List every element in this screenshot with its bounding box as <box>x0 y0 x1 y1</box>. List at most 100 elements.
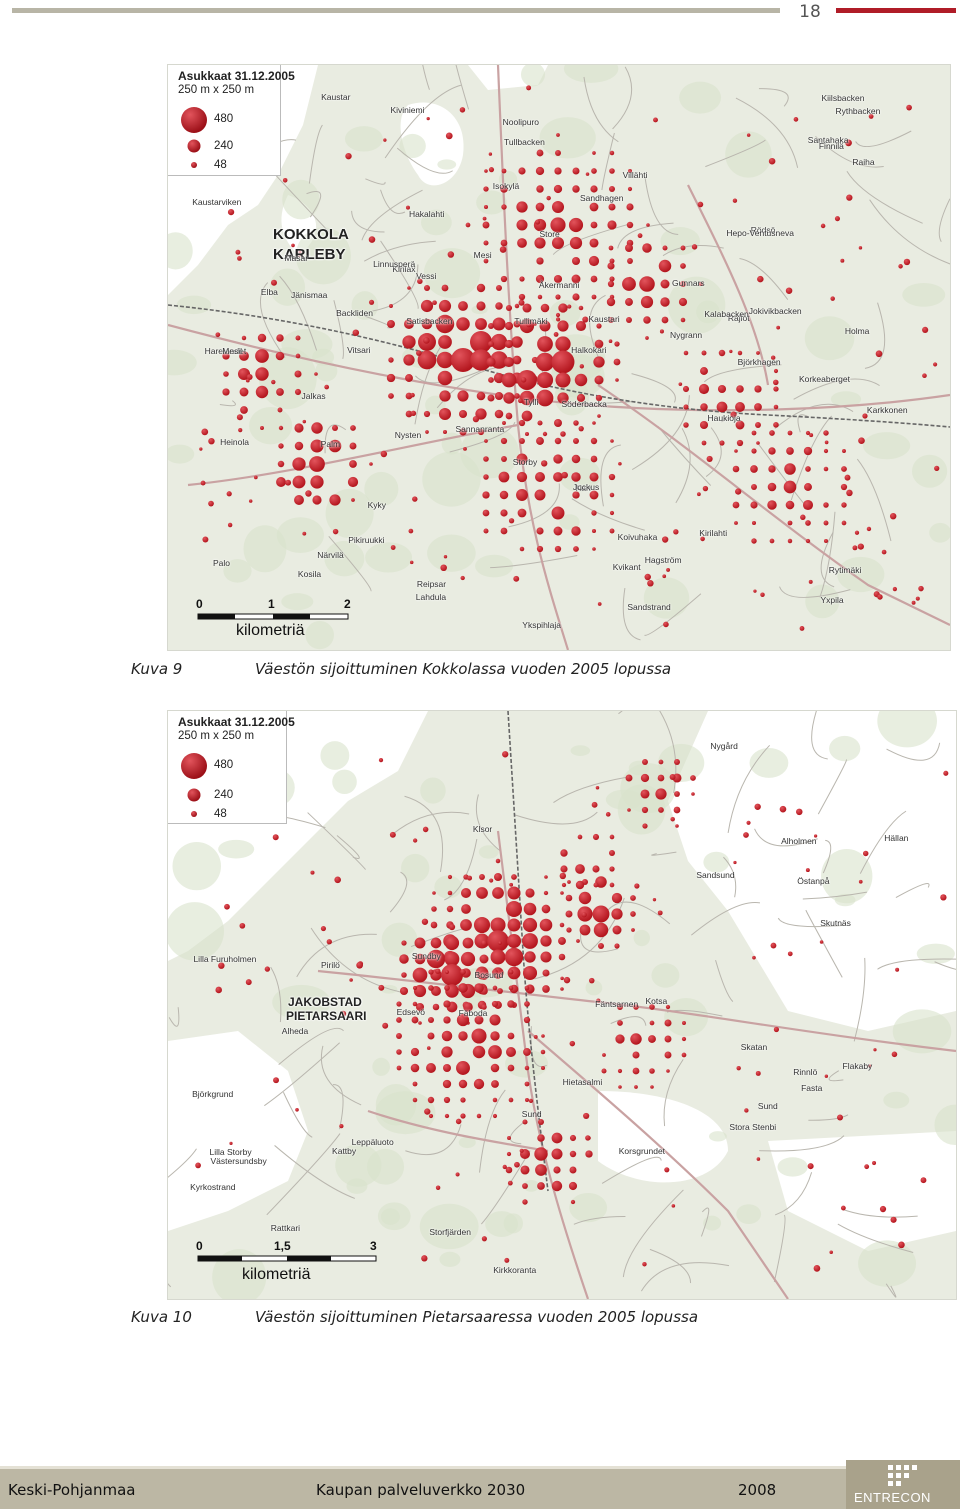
population-dot <box>607 280 615 288</box>
population-dot <box>829 1250 833 1255</box>
population-dot <box>537 1134 545 1142</box>
population-dot <box>524 1065 530 1071</box>
population-dot <box>809 433 814 438</box>
place-label: Kiviniemi <box>390 104 425 115</box>
minor-road <box>328 535 372 592</box>
population-dot <box>222 388 230 396</box>
main-road <box>687 184 770 386</box>
forest-patch <box>420 777 446 804</box>
population-dot <box>431 906 437 912</box>
population-dot <box>534 489 546 501</box>
forest-patch <box>295 227 351 285</box>
forest-patch <box>664 997 709 1037</box>
minor-road <box>779 586 851 598</box>
population-dot <box>270 279 277 286</box>
population-dot <box>592 421 596 425</box>
population-dot <box>543 890 549 896</box>
population-dot <box>773 368 779 374</box>
place-label: Lahdula <box>415 591 447 602</box>
minor-road <box>877 958 956 970</box>
population-dot <box>585 1150 593 1158</box>
place-label: Fasta <box>801 1082 823 1093</box>
population-dot <box>497 988 503 994</box>
population-dot <box>486 357 496 367</box>
population-dot <box>311 422 323 434</box>
place-label: Rajlot <box>727 312 750 323</box>
population-dot <box>773 379 779 386</box>
population-dot <box>520 1165 530 1175</box>
population-dot <box>697 201 704 208</box>
minor-road <box>392 811 470 835</box>
population-dot <box>240 406 248 414</box>
population-dot <box>569 236 583 250</box>
population-dot <box>571 526 581 536</box>
population-dot <box>503 392 515 404</box>
population-dot <box>751 520 757 526</box>
population-dot <box>388 357 394 363</box>
population-dot <box>920 1177 927 1184</box>
place-label: Jalkas <box>301 390 326 401</box>
population-dot <box>570 1199 576 1205</box>
place-label: Haukioja <box>707 413 741 424</box>
population-dot <box>661 316 669 324</box>
population-dot <box>940 894 947 901</box>
population-dot <box>868 1064 872 1068</box>
population-dot <box>473 916 491 934</box>
minor-road <box>266 1133 341 1216</box>
population-dot <box>752 955 756 960</box>
minor-road <box>622 1189 684 1278</box>
population-dot <box>509 882 514 887</box>
population-dot <box>820 223 826 229</box>
population-dot <box>226 491 232 497</box>
population-dot <box>732 465 740 473</box>
population-dot <box>718 349 726 357</box>
population-dot <box>218 962 225 969</box>
place-label: Kaustar <box>321 91 351 102</box>
population-dot <box>592 905 610 923</box>
population-dot <box>683 422 689 428</box>
population-dot <box>768 465 776 473</box>
population-dot <box>541 904 551 914</box>
place-label: Alholmen <box>781 835 817 846</box>
population-dot <box>410 392 415 398</box>
population-dot <box>678 382 683 387</box>
population-dot <box>551 1180 563 1192</box>
population-dot <box>414 937 426 949</box>
population-dot <box>589 472 599 482</box>
population-dot <box>537 336 553 352</box>
population-dot <box>416 350 422 356</box>
place-label: Karkkonen <box>866 404 908 415</box>
place-label: Rytimäki <box>828 564 862 575</box>
population-dot <box>521 410 533 422</box>
population-dot <box>483 474 489 480</box>
population-dot <box>625 298 633 306</box>
population-dot <box>511 336 523 348</box>
place-label: Raiha <box>852 156 875 167</box>
population-dot <box>506 1151 512 1157</box>
population-dot <box>326 939 332 945</box>
population-dot <box>554 437 562 445</box>
population-dot <box>257 333 267 343</box>
forest-patch <box>212 1249 267 1299</box>
population-dot <box>239 387 249 397</box>
population-dot <box>507 1000 515 1008</box>
population-dot <box>482 491 490 499</box>
population-dot <box>683 350 689 356</box>
forest-patch <box>168 232 193 270</box>
population-dot <box>506 933 522 949</box>
population-dot <box>841 466 847 472</box>
place-label: Nysten <box>394 430 422 441</box>
population-dot <box>567 880 571 884</box>
population-dot <box>560 865 568 873</box>
kokkola-population-map: Asukkaat 31.12.2005 250 m x 250 m 480 24… <box>167 64 951 651</box>
population-dot <box>551 236 565 250</box>
population-dot <box>296 250 303 257</box>
place-label: Närvilä <box>317 550 344 561</box>
population-dot <box>411 1016 419 1024</box>
population-dot <box>805 430 811 436</box>
population-dot <box>314 372 318 376</box>
minor-road <box>811 711 828 760</box>
population-dot <box>573 546 579 552</box>
population-dot <box>682 385 690 393</box>
population-dot <box>866 526 872 532</box>
